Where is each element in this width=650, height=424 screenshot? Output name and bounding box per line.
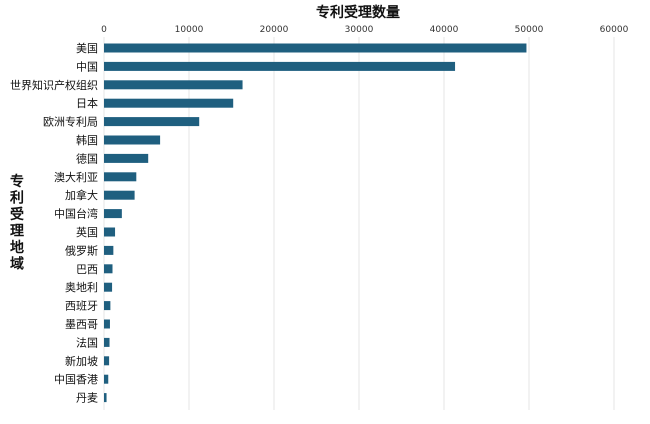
y-category-label: 墨西哥 xyxy=(65,318,98,331)
y-category-label: 巴西 xyxy=(76,263,98,276)
y-axis-label-char: 理 xyxy=(10,224,24,240)
x-tick-label: 20000 xyxy=(260,25,289,35)
y-category-label: 法国 xyxy=(76,335,98,349)
y-axis-label-char: 域 xyxy=(10,256,24,273)
x-axis-ticks: 0 10000 20000 30000 40000 50000 60000 xyxy=(101,25,628,35)
y-category-label: 韩国 xyxy=(76,133,98,147)
y-category-label: 美国 xyxy=(76,42,98,55)
y-category-label: 中国香港 xyxy=(54,373,98,386)
bar xyxy=(104,356,110,366)
x-tick-label: 50000 xyxy=(515,25,544,35)
y-category-label: 欧洲专利局 xyxy=(43,115,98,129)
grid-lines xyxy=(103,37,615,410)
y-axis-label-char: 利 xyxy=(10,190,24,207)
bar xyxy=(104,98,234,108)
chart-title: 专利受理数量 xyxy=(316,4,400,21)
y-category-label: 德国 xyxy=(76,151,98,165)
y-category-label: 加拿大 xyxy=(65,188,98,202)
x-tick-label: 0 xyxy=(101,25,107,35)
bar xyxy=(104,117,200,127)
bar xyxy=(104,245,114,255)
x-tick-label: 40000 xyxy=(430,25,459,35)
bar xyxy=(104,153,149,163)
bar xyxy=(104,282,113,292)
y-category-label: 奥地利 xyxy=(65,280,98,294)
y-category-label: 英国 xyxy=(76,225,98,239)
y-category-label: 中国 xyxy=(76,60,98,73)
y-axis-label-char: 受 xyxy=(10,206,24,223)
bar xyxy=(104,43,527,53)
bar xyxy=(104,227,116,237)
bar xyxy=(104,264,113,274)
x-tick-label: 60000 xyxy=(600,25,629,35)
y-category-label: 丹麦 xyxy=(76,392,98,405)
x-tick-label: 30000 xyxy=(345,25,374,35)
y-category-label: 世界知识产权组织 xyxy=(10,78,98,92)
bar xyxy=(104,80,243,90)
bar xyxy=(104,190,135,200)
bar xyxy=(104,135,161,145)
bar xyxy=(104,319,110,329)
bar xyxy=(104,209,122,219)
bar xyxy=(104,61,456,71)
y-category-label: 中国台湾 xyxy=(54,207,98,221)
y-category-label: 新加坡 xyxy=(65,354,98,368)
bar xyxy=(104,393,107,403)
y-category-label: 日本 xyxy=(76,96,98,110)
y-axis-label-char: 专 xyxy=(10,173,24,190)
bar xyxy=(104,374,109,384)
y-axis-label-char: 地 xyxy=(10,239,24,256)
bar xyxy=(104,337,110,347)
y-axis-categories: 美国中国世界知识产权组织日本欧洲专利局韩国德国澳大利亚加拿大中国台湾英国俄罗斯巴… xyxy=(10,42,98,405)
y-category-label: 西班牙 xyxy=(65,300,98,313)
y-category-label: 澳大利亚 xyxy=(54,170,98,184)
x-tick-label: 10000 xyxy=(175,25,204,35)
bars xyxy=(104,43,527,403)
bar xyxy=(104,301,111,311)
bar xyxy=(104,172,137,182)
y-category-label: 俄罗斯 xyxy=(65,244,98,257)
